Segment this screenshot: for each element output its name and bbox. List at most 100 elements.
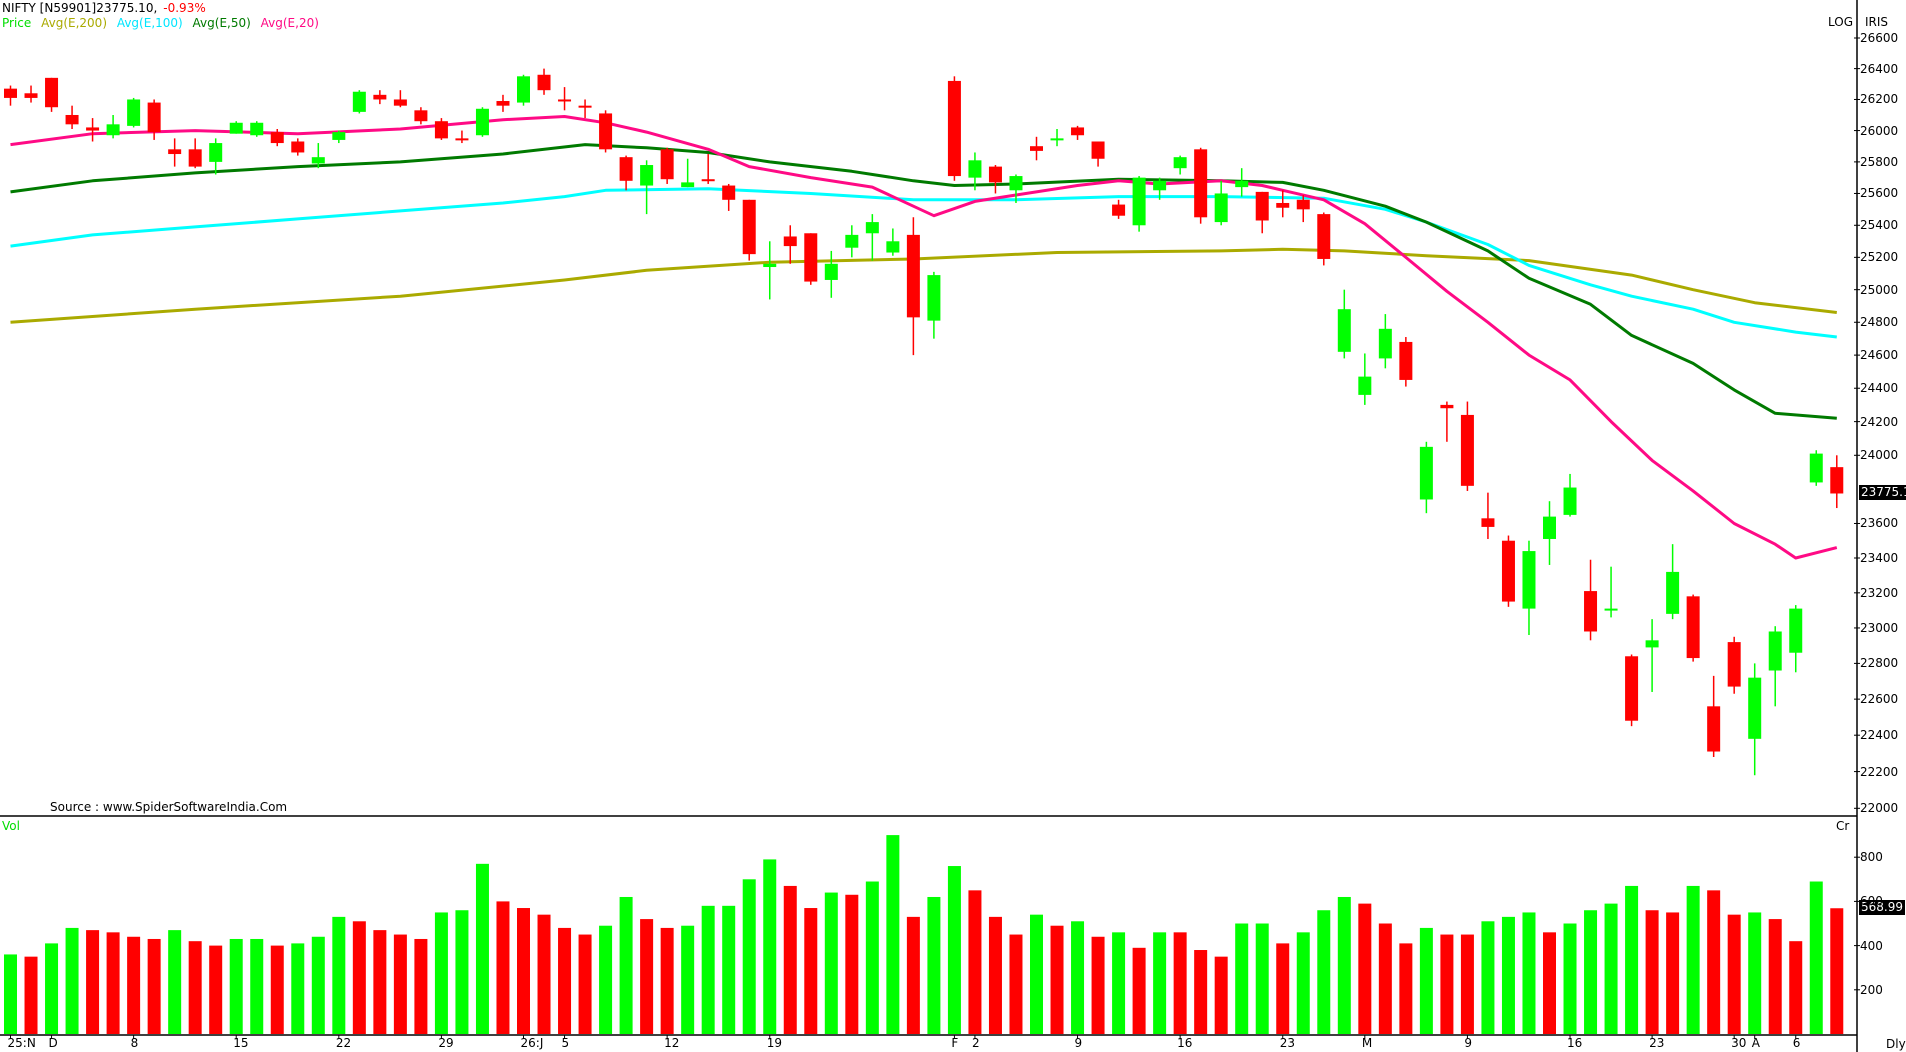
volume-bar[interactable] [1030, 914, 1043, 1034]
volume-bar[interactable] [188, 941, 202, 1034]
candle-body[interactable] [865, 222, 879, 234]
volume-bar[interactable] [578, 934, 592, 1034]
candle-body[interactable] [1153, 180, 1167, 191]
candle-body[interactable] [1563, 487, 1577, 515]
candle-body[interactable] [434, 121, 448, 139]
volume-bar[interactable] [106, 932, 120, 1034]
candle-body[interactable] [1501, 540, 1515, 602]
candle-body[interactable] [147, 102, 161, 133]
candle-body[interactable] [722, 185, 736, 200]
candle-body[interactable] [311, 157, 325, 164]
candle-body[interactable] [65, 114, 79, 125]
legend-ema200[interactable]: Avg(E,200) [41, 16, 107, 30]
volume-bar[interactable] [1707, 890, 1721, 1034]
volume-bar[interactable] [619, 896, 633, 1034]
volume-bar[interactable] [1173, 932, 1187, 1034]
volume-bar[interactable] [1481, 921, 1495, 1034]
candle-body[interactable] [1358, 376, 1372, 395]
legend-ema20[interactable]: Avg(E,20) [260, 16, 319, 30]
volume-bar[interactable] [147, 938, 161, 1034]
volume-bar[interactable] [804, 908, 818, 1034]
volume-bar[interactable] [168, 930, 182, 1034]
volume-bar[interactable] [1132, 947, 1146, 1034]
candle-body[interactable] [517, 76, 530, 103]
volume-bar[interactable] [1604, 903, 1618, 1034]
candle-body[interactable] [1522, 551, 1536, 609]
volume-bar[interactable] [886, 835, 900, 1034]
volume-bar[interactable] [1296, 932, 1310, 1034]
candle-body[interactable] [209, 143, 223, 162]
volume-bar[interactable] [783, 885, 797, 1034]
candle-body[interactable] [1050, 138, 1064, 141]
volume-bar[interactable] [24, 956, 38, 1034]
candle-body[interactable] [1748, 677, 1762, 739]
volume-bar[interactable] [65, 927, 79, 1034]
candle-body[interactable] [455, 138, 469, 141]
volume-bar[interactable] [660, 927, 674, 1034]
volume-bar[interactable] [434, 912, 448, 1034]
volume-bar[interactable] [270, 945, 284, 1034]
candle-body[interactable] [106, 124, 120, 136]
candle-body[interactable] [1276, 202, 1290, 208]
candle-body[interactable] [988, 166, 1002, 183]
volume-bar[interactable] [640, 919, 654, 1034]
candle-body[interactable] [352, 91, 366, 112]
volume-bar[interactable] [1501, 916, 1515, 1034]
volume-bar[interactable] [1112, 932, 1126, 1034]
candle-body[interactable] [1112, 204, 1126, 216]
volume-bar[interactable] [1317, 910, 1331, 1034]
volume-bar[interactable] [373, 930, 387, 1034]
volume-bar[interactable] [352, 921, 366, 1034]
candle-body[interactable] [86, 127, 100, 131]
candle-body[interactable] [1543, 516, 1556, 539]
volume-bar[interactable] [1214, 956, 1228, 1034]
candle-body[interactable] [947, 80, 961, 177]
volume-bar[interactable] [968, 890, 982, 1034]
volume-bar[interactable] [763, 859, 777, 1034]
candle-body[interactable] [188, 149, 202, 167]
candle-body[interactable] [475, 108, 489, 136]
candle-body[interactable] [496, 101, 510, 106]
volume-bar[interactable] [1276, 943, 1290, 1034]
candle-body[interactable] [783, 236, 797, 247]
volume-bar[interactable] [599, 925, 613, 1034]
volume-bar[interactable] [250, 938, 264, 1034]
candle-body[interactable] [1727, 642, 1741, 687]
candle-body[interactable] [804, 233, 818, 282]
volume-bar[interactable] [947, 866, 961, 1034]
candle-body[interactable] [1132, 177, 1146, 226]
volume-bar[interactable] [393, 934, 407, 1034]
candle-body[interactable] [1440, 404, 1454, 409]
legend-ema50[interactable]: Avg(E,50) [192, 16, 251, 30]
volume-bar[interactable] [1809, 881, 1823, 1034]
volume-bar[interactable] [1050, 925, 1064, 1034]
volume-bar[interactable] [414, 938, 428, 1034]
candle-body[interactable] [1173, 157, 1187, 169]
candle-body[interactable] [763, 263, 777, 268]
volume-bar[interactable] [332, 916, 346, 1034]
volume-bar[interactable] [455, 910, 469, 1034]
candle-body[interactable] [1235, 180, 1249, 188]
volume-bar[interactable] [927, 896, 941, 1034]
candle-body[interactable] [742, 199, 756, 255]
volume-bar[interactable] [1768, 919, 1782, 1034]
volume-bar[interactable] [1584, 910, 1598, 1034]
volume-bar[interactable] [1727, 914, 1741, 1034]
volume-bar[interactable] [1378, 923, 1392, 1035]
volume-bar[interactable] [1563, 923, 1577, 1035]
candle-body[interactable] [1686, 596, 1700, 659]
volume-bar[interactable] [1748, 912, 1762, 1034]
volume-bar[interactable] [1522, 912, 1536, 1034]
volume-bar[interactable] [1789, 941, 1803, 1034]
candle-body[interactable] [1707, 706, 1721, 752]
candle-body[interactable] [927, 275, 941, 321]
candle-body[interactable] [886, 241, 900, 253]
legend-price[interactable]: Price [2, 16, 32, 30]
log-scale-label[interactable]: LOG [1828, 15, 1854, 29]
candle-body[interactable] [1809, 453, 1823, 483]
candle-body[interactable] [1214, 193, 1228, 223]
candle-body[interactable] [1768, 631, 1782, 671]
volume-bar[interactable] [1645, 910, 1659, 1034]
candle-body[interactable] [332, 132, 346, 140]
volume-bar[interactable] [209, 945, 223, 1034]
